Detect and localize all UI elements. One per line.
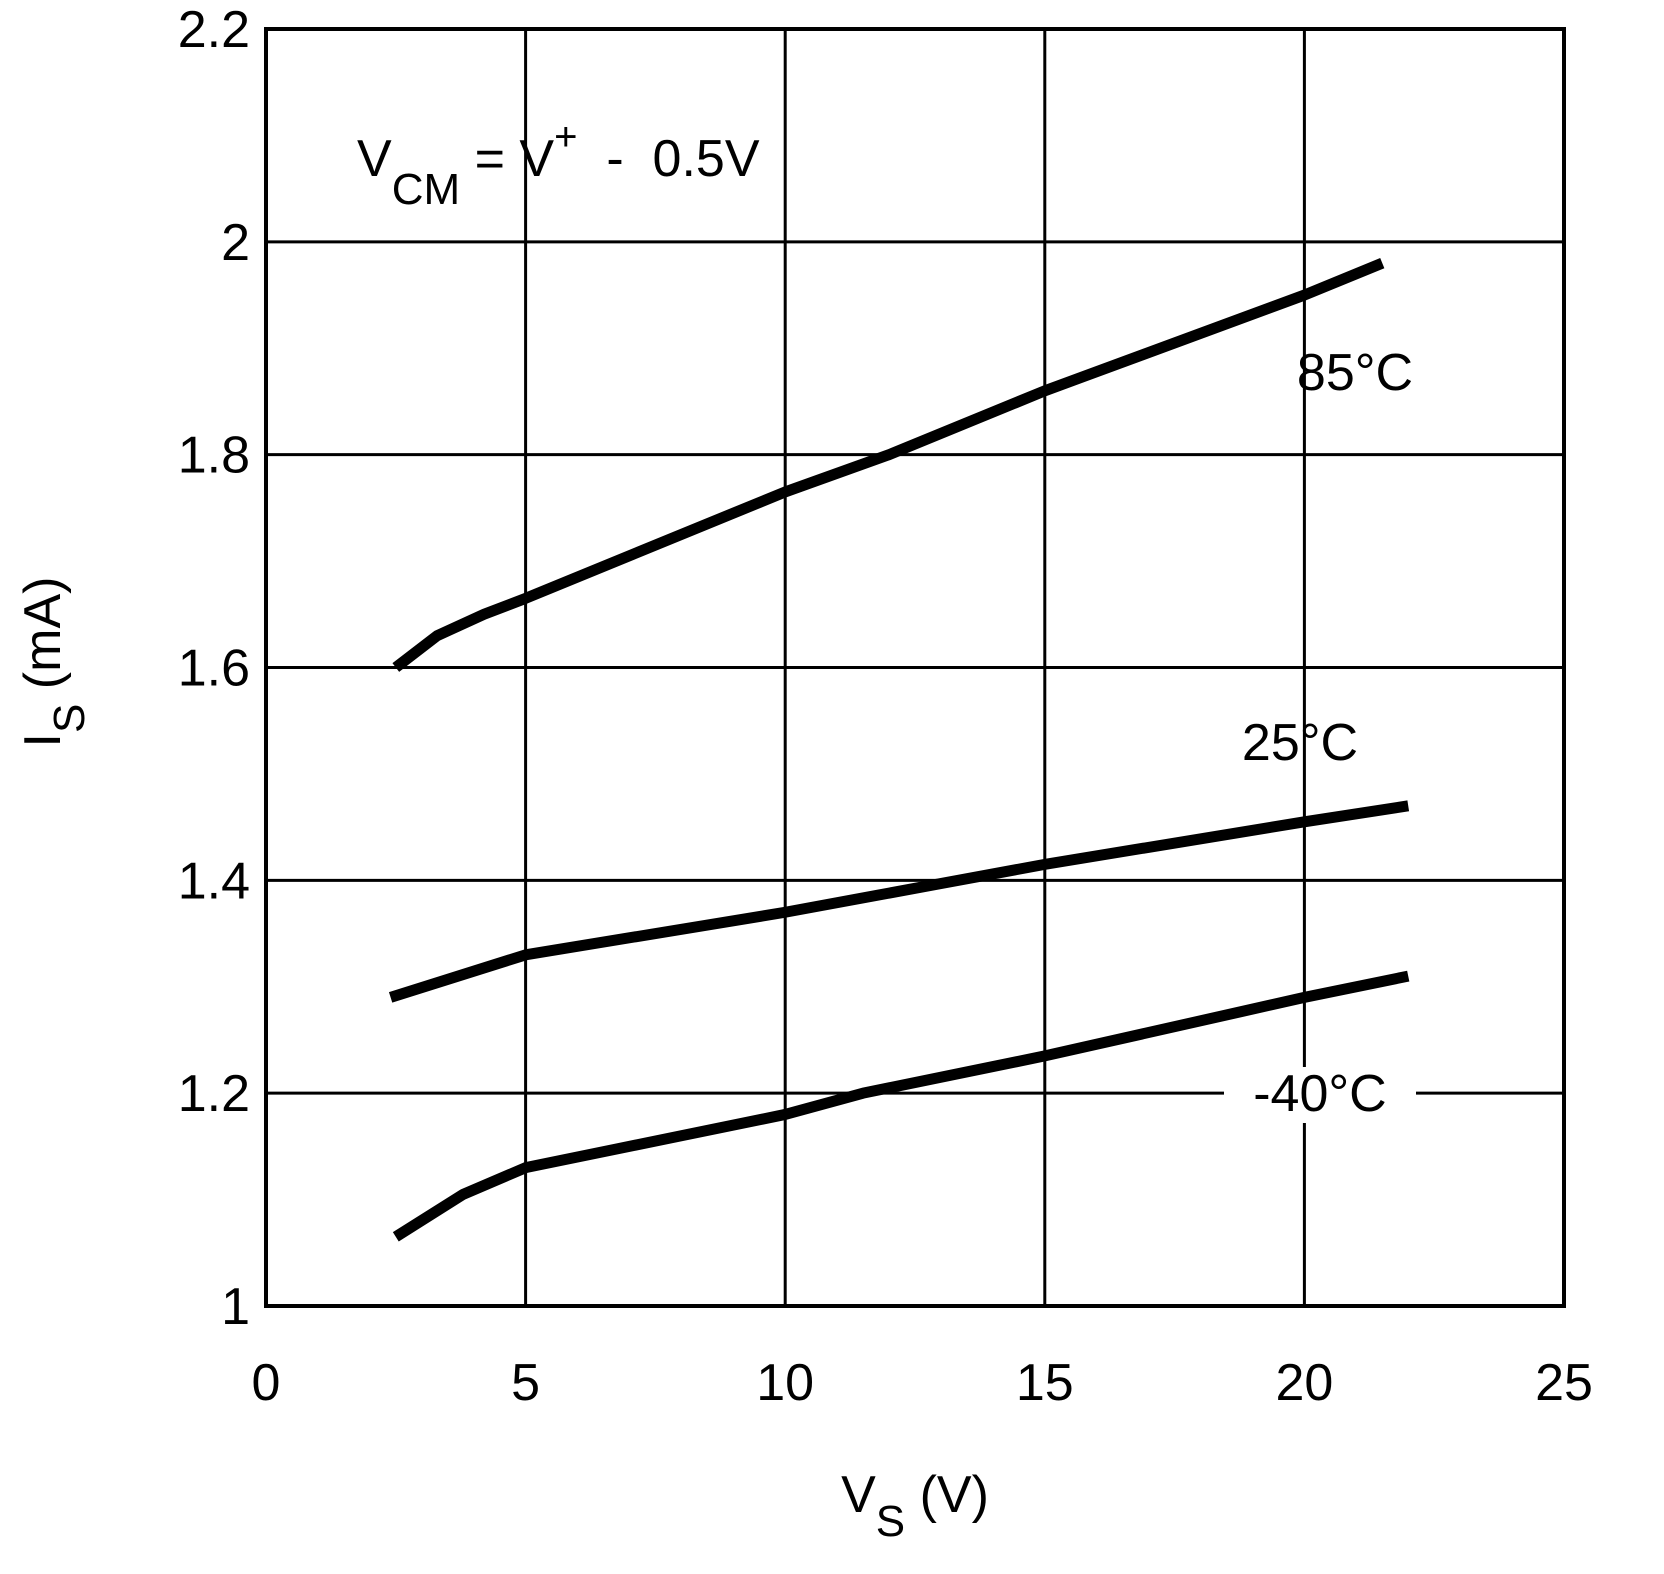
annotation-sup: +	[554, 115, 577, 159]
y-tick-label: 2.2	[178, 1, 250, 59]
label-background	[1224, 1067, 1416, 1123]
y-tick-label: 1.4	[178, 852, 250, 910]
annotation-v: V	[357, 130, 392, 188]
y-tick-label: 1	[221, 1278, 250, 1336]
x-tick-label: 15	[1016, 1354, 1074, 1412]
x-tick-label: 10	[756, 1354, 814, 1412]
y-tick-label: 1.8	[178, 427, 250, 485]
annotation-rest: - 0.5V	[577, 130, 759, 188]
annotation: VCM = V+ - 0.5V	[357, 115, 760, 214]
series-label: 25°C	[1242, 714, 1358, 772]
annotation-eq: = V	[460, 130, 554, 188]
x-label-base: V	[841, 1466, 876, 1524]
y-label-unit: (mA)	[14, 577, 72, 704]
y-label-base: I	[14, 733, 72, 747]
x-tick-label: 0	[252, 1354, 281, 1412]
series-label: 85°C	[1297, 344, 1413, 402]
y-label-sub: S	[45, 704, 94, 733]
x-tick-label: 5	[511, 1354, 540, 1412]
y-tick-label: 2	[221, 214, 250, 272]
y-tick-label: 1.2	[178, 1065, 250, 1123]
plot-frame	[264, 27, 1566, 1308]
series-line	[388, 800, 1410, 1003]
x-label-unit: (V)	[905, 1466, 989, 1524]
annotation-sub: CM	[392, 165, 460, 214]
y-axis-label: IS (mA)	[14, 577, 94, 748]
plot-lines	[388, 258, 1410, 1242]
series-line	[392, 970, 1410, 1242]
x-tick-label: 25	[1535, 1354, 1593, 1412]
series-line	[392, 258, 1385, 672]
x-axis-label: VS (V)	[841, 1466, 989, 1546]
x-tick-label: 20	[1275, 1354, 1333, 1412]
x-label-sub: S	[876, 1497, 905, 1546]
series-label: -40°C	[1253, 1065, 1387, 1123]
y-tick-label: 1.6	[178, 640, 250, 698]
